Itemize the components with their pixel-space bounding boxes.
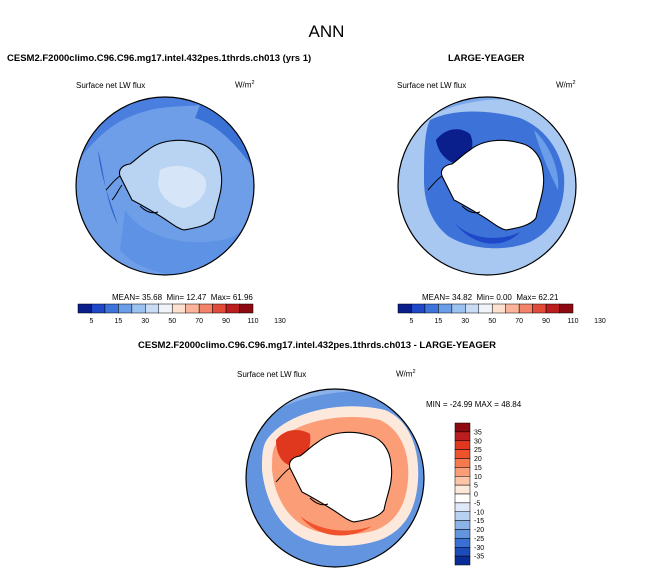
panel-2-colorbar-tick-label: 5	[410, 318, 414, 325]
panel-2-title: LARGE-YEAGER	[448, 53, 525, 64]
panel-3-colorbar-swatch	[454, 520, 471, 530]
panel-3-colorbar-tick-label: -25	[474, 536, 484, 543]
panel-3-colorbar-swatch	[454, 484, 471, 495]
panel-3-colorbar-tick-label: 10	[474, 474, 482, 481]
panel-3-colorbar-swatch	[454, 555, 471, 566]
panel-3-colorbar-tick-label: 30	[474, 438, 482, 445]
panel-2-colorbar-swatch	[465, 303, 480, 314]
panel-3-title: CESM2.F2000climo.C96.C96.mg17.intel.432p…	[138, 340, 496, 351]
panel-2-colorbar-tick-label: 110	[567, 318, 578, 325]
panel-2-colorbar-swatch	[545, 303, 560, 314]
panel-1-colorbar-swatch	[104, 303, 119, 314]
panel-1-polar-map	[75, 96, 255, 276]
panel-3-variable-label: Surface net LW flux	[237, 370, 307, 379]
panel-3-colorbar-tick-label: 20	[474, 456, 482, 463]
panel-1-colorbar: 5 15 30 50 70 90 110 130	[77, 303, 286, 325]
panel-2-colorbar-swatch	[532, 303, 547, 314]
panel-2-colorbar-swatch	[478, 303, 493, 314]
panel-1-colorbar-swatch	[118, 303, 133, 314]
panel-2-colorbar-swatch	[438, 303, 453, 314]
panel-3-colorbar-swatch	[454, 431, 471, 441]
panel-3-colorbar-tick-label: 35	[474, 429, 482, 436]
panel-1-colorbar-swatch	[145, 303, 160, 314]
panel-1-stats: MEAN= 35.68 Min= 12.47 Max= 61.96	[112, 293, 253, 302]
panel-2-polar-map	[397, 96, 577, 276]
panel-1-colorbar-swatch	[212, 303, 227, 314]
panel-2-colorbar: 5 15 30 50 70 90 110 130	[397, 303, 606, 325]
panel-2-colorbar-tick-label: 50	[488, 318, 496, 325]
panel-3-colorbar-swatch	[454, 440, 471, 450]
panel-3-stats: MIN = -24.99 MAX = 48.84	[426, 400, 522, 409]
panel-2-colorbar-tick-label: 70	[515, 318, 523, 325]
panel-1-units-label: W/m2	[235, 80, 255, 90]
panel-3-polar-map	[245, 388, 425, 568]
panel-3-colorbar-tick-label: -20	[474, 527, 484, 534]
panel-3-antarctica	[288, 431, 393, 523]
panel-2-colorbar-tick-label: 90	[542, 318, 550, 325]
panel-2-colorbar-swatch	[491, 303, 506, 314]
panel-1-colorbar-tick-label: 70	[195, 318, 203, 325]
panel-2-colorbar-swatch	[505, 303, 520, 314]
panel-3-colorbar-swatch	[454, 547, 471, 557]
panel-2-colorbar-swatch	[397, 303, 412, 314]
panel-1-colorbar-swatch	[198, 303, 213, 314]
panel-3-colorbar-tick-label: -10	[474, 509, 484, 516]
panel-1-variable-label: Surface net LW flux	[76, 81, 146, 90]
panel-3-colorbar-tick-label: 15	[474, 465, 482, 472]
panel-3-colorbar-tick-label: -15	[474, 518, 484, 525]
panel-1-colorbar-tick-label: 5	[90, 318, 94, 325]
panel-2-colorbar-swatch	[559, 303, 574, 314]
panel-3-colorbar-swatch	[454, 422, 471, 433]
panel-3-colorbar-swatch	[454, 529, 471, 539]
panel-1-colorbar-swatch	[131, 303, 146, 314]
panel-3-colorbar-tick-label: 25	[474, 447, 482, 454]
panel-1-colorbar-tick-label: 90	[222, 318, 230, 325]
panel-3-colorbar-swatch	[454, 458, 471, 468]
panel-3-colorbar-tick-label: 0	[474, 492, 478, 499]
panel-1-colorbar-swatch	[77, 303, 92, 314]
panel-2-units-label: W/m2	[556, 80, 576, 90]
panel-1-colorbar-swatch	[225, 303, 240, 314]
panel-1-colorbar-swatch	[171, 303, 186, 314]
panel-3-colorbar-swatch	[454, 511, 471, 521]
panel-2-colorbar-swatch	[518, 303, 533, 314]
panel-3-colorbar-swatch	[454, 493, 471, 504]
panel-3-units-label: W/m2	[396, 369, 416, 379]
panel-1-colorbar-tick-label: 50	[168, 318, 176, 325]
panel-1-colorbar-swatch	[91, 303, 106, 314]
panel-3-colorbar-tick-label: 5	[474, 483, 478, 490]
panel-2-colorbar-tick-label: 130	[594, 318, 606, 325]
panel-1-colorbar-tick-label: 15	[114, 318, 122, 325]
panel-2-colorbar-swatch	[411, 303, 426, 314]
panel-2-colorbar-swatch	[451, 303, 466, 314]
panel-2-colorbar-swatch	[424, 303, 439, 314]
panel-3-colorbar-swatch	[454, 449, 471, 459]
panel-2-antarctica	[440, 139, 545, 231]
panel-2-colorbar-tick-label: 15	[434, 318, 442, 325]
panel-3-colorbar-tick-label: -30	[474, 545, 484, 552]
panel-1-colorbar-tick-label: 30	[141, 318, 149, 325]
panel-2-stats: MEAN= 34.82 Min= 0.00 Max= 62.21	[422, 293, 559, 302]
panel-1-colorbar-swatch	[185, 303, 200, 314]
panel-1-title: CESM2.F2000climo.C96.C96.mg17.intel.432p…	[7, 53, 312, 64]
panel-3-colorbar: 35 30 25 20 15 10 5 0-5 -10 -15 -20 -25 -30 -35	[454, 422, 484, 566]
panel-3-colorbar-swatch	[454, 502, 471, 512]
panel-3-colorbar-swatch	[454, 476, 471, 486]
panel-3-colorbar-swatch	[454, 467, 471, 477]
panel-3-colorbar-tick-label: -35	[474, 554, 484, 561]
panel-1-colorbar-tick-label: 130	[274, 318, 286, 325]
page-title: ANN	[308, 22, 345, 41]
panel-1-colorbar-swatch	[158, 303, 173, 314]
panel-2-colorbar-tick-label: 30	[461, 318, 469, 325]
panel-2-variable-label: Surface net LW flux	[397, 81, 467, 90]
panel-3-colorbar-tick-label: -5	[474, 500, 480, 507]
panel-3-colorbar-swatch	[454, 538, 471, 548]
panel-1-colorbar-tick-label: 110	[247, 318, 258, 325]
panel-1-colorbar-swatch	[239, 303, 254, 314]
